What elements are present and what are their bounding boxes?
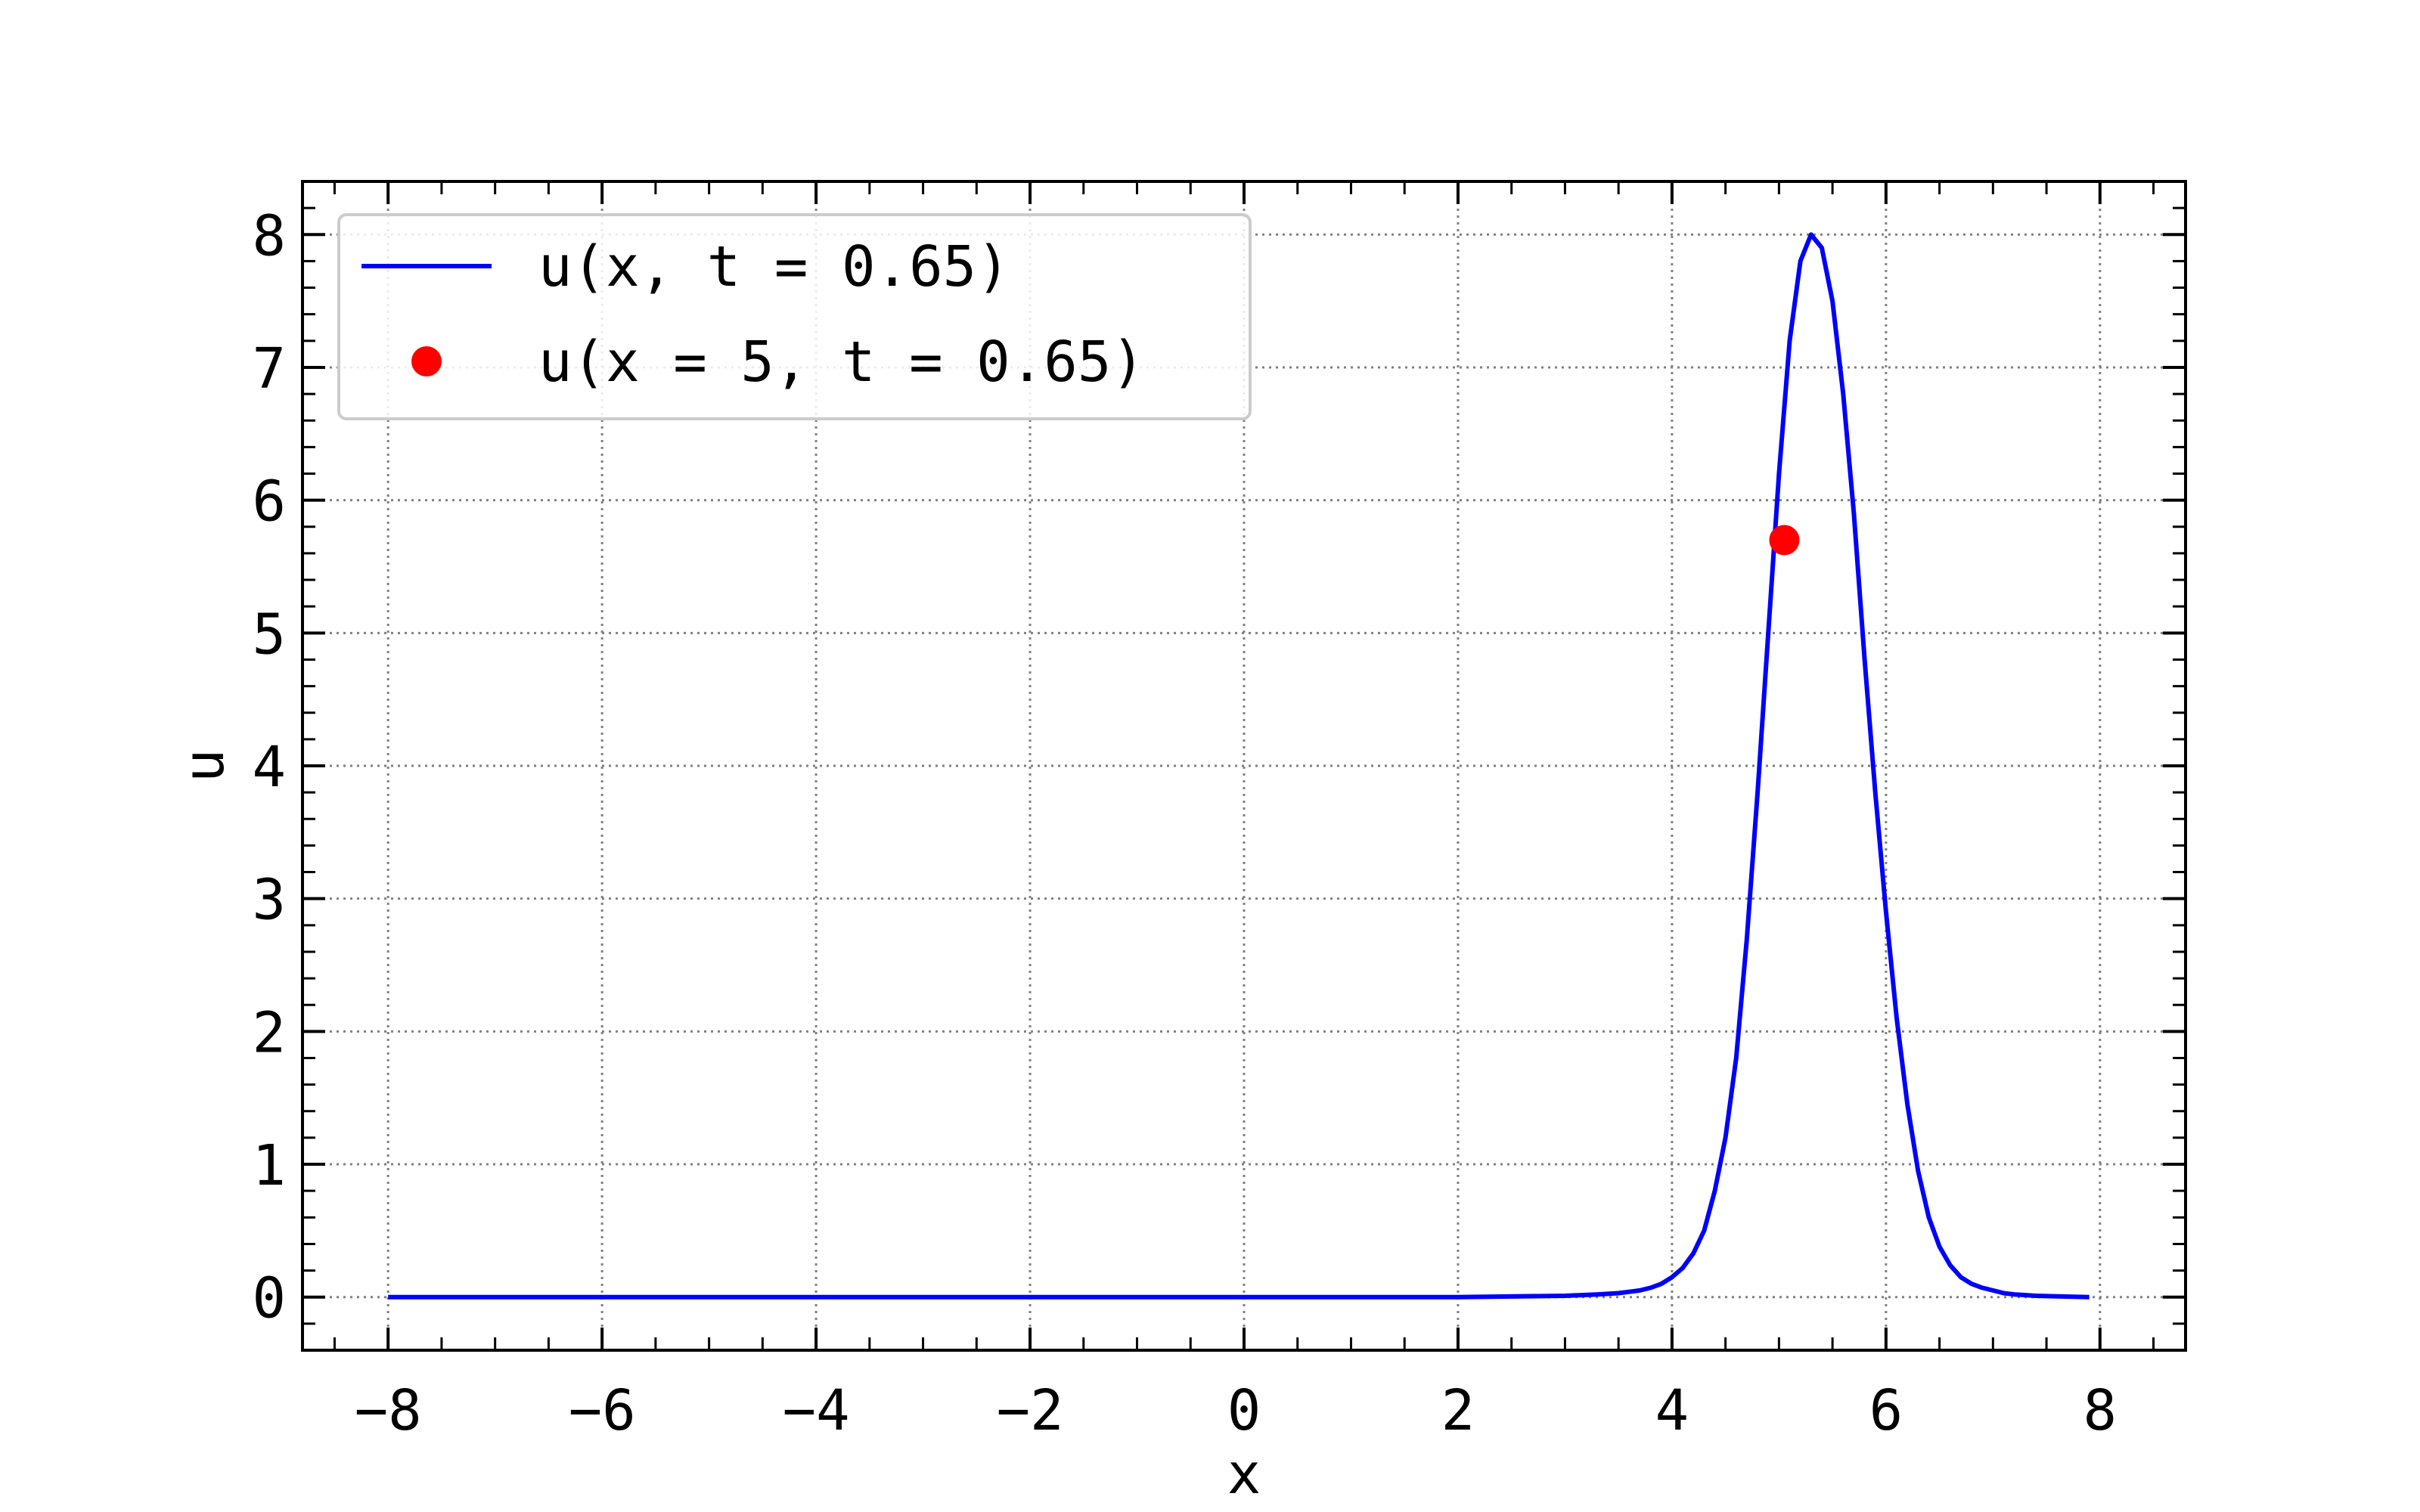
x-tick-label: −8 [355,1378,422,1443]
plot-frame [301,180,2187,1352]
plot-series [388,232,2090,1300]
y-tick-label: 5 [252,602,286,667]
y-tick-label: 7 [252,336,286,401]
legend-point-swatch [411,346,442,376]
x-tick-label: 2 [1441,1378,1475,1443]
x-tick-label: 0 [1227,1378,1261,1443]
y-tick-label: 2 [252,1000,286,1065]
y-tick-label: 4 [252,735,286,800]
y-axis-label: u [172,749,237,783]
x-tick-label: −4 [783,1378,850,1443]
x-axis-label: x [1227,1442,1261,1507]
legend-entry-line: u(x, t = 0.65) [538,234,1010,299]
legend: u(x, t = 0.65) u(x = 5, t = 0.65) [337,213,1252,420]
legend-entry-point: u(x = 5, t = 0.65) [538,330,1145,395]
y-tick-label: 6 [252,469,286,534]
tick-labels: −8 −6 −4 −2 0 2 4 6 8 0 1 2 3 4 5 6 7 8 [252,203,2117,1443]
x-tick-label: 8 [2083,1378,2118,1443]
legend-box [337,213,1252,420]
x-tick-label: −6 [569,1378,636,1443]
y-tick-label: 3 [252,868,286,933]
minor-ticks [302,180,2186,1352]
series-point [1769,525,1800,556]
y-tick-label: 0 [252,1266,286,1331]
y-tick-label: 1 [252,1133,286,1198]
x-tick-label: 6 [1869,1378,1903,1443]
y-tick-label: 8 [252,203,286,268]
x-tick-label: −2 [996,1378,1063,1443]
x-tick-label: 4 [1655,1378,1689,1443]
series-line [388,232,2090,1300]
major-ticks [302,181,2186,1350]
